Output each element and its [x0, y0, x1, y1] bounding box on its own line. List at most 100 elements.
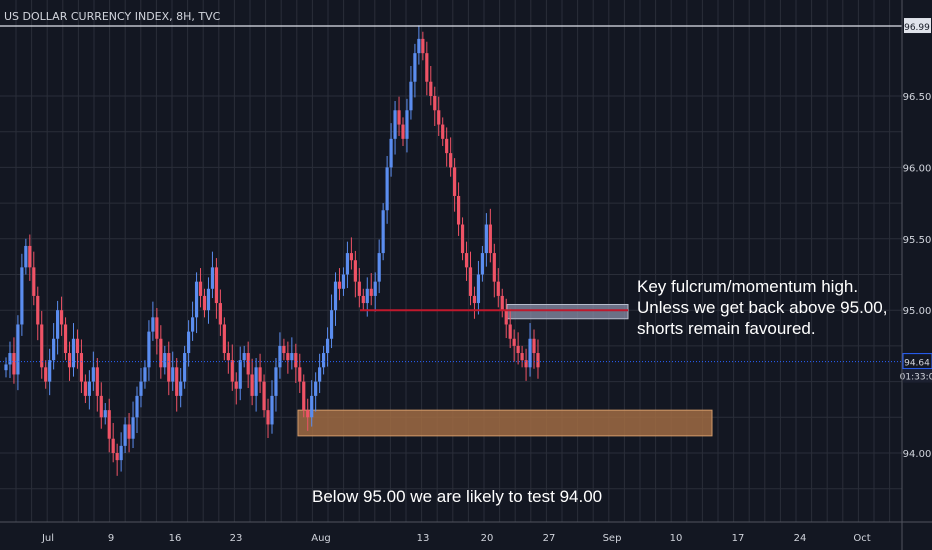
- candle-up: [183, 353, 187, 382]
- candle-down: [246, 353, 250, 375]
- last-price-label: 94.64: [904, 359, 930, 369]
- candle-up: [139, 381, 143, 396]
- time-axis-label: 13: [417, 533, 430, 544]
- candle-down: [218, 303, 222, 325]
- candle-down: [250, 374, 254, 396]
- candle-down: [433, 96, 437, 111]
- candle-up: [194, 281, 199, 318]
- candle-down: [536, 353, 540, 368]
- candle-down: [397, 110, 401, 125]
- candle-down: [306, 410, 310, 418]
- candle-down: [234, 381, 238, 389]
- candle-up: [238, 360, 242, 389]
- candle-up: [254, 367, 258, 396]
- candle-down: [294, 353, 298, 368]
- candle-up: [329, 310, 334, 339]
- candle-down: [36, 295, 40, 325]
- candle-down: [63, 324, 68, 354]
- candle-up: [242, 353, 246, 361]
- candle-up: [278, 345, 282, 368]
- candle-up: [373, 281, 377, 296]
- candle-up: [56, 310, 60, 339]
- candle-down: [492, 253, 496, 282]
- candle-up: [131, 417, 135, 439]
- candle-up: [171, 367, 175, 382]
- candle-down: [28, 245, 32, 268]
- candle-down: [282, 345, 286, 354]
- candle-up: [413, 53, 417, 82]
- time-axis-label: Aug: [311, 533, 331, 544]
- candle-down: [286, 353, 290, 361]
- candle-down: [202, 295, 207, 311]
- candle-down: [198, 281, 203, 296]
- candle-up: [71, 338, 76, 368]
- candle-up: [345, 253, 350, 275]
- candle-up: [87, 381, 91, 396]
- candle-down: [456, 195, 461, 225]
- candle-up: [528, 338, 532, 368]
- top-level-label: 96.99: [904, 23, 930, 33]
- time-axis-label: 23: [230, 533, 243, 544]
- candle-down: [524, 360, 528, 368]
- candle-down: [111, 438, 115, 453]
- candle-down: [441, 124, 445, 139]
- candle-down: [512, 338, 516, 346]
- candle-up: [409, 81, 413, 111]
- candle-up: [4, 364, 8, 371]
- time-axis-label: 27: [543, 533, 556, 544]
- candle-series: [4, 25, 540, 476]
- candle-up: [20, 267, 24, 325]
- candle-down: [401, 124, 405, 139]
- candle-up: [143, 367, 147, 382]
- candle-down: [127, 424, 131, 439]
- candle-up: [24, 245, 28, 268]
- key-level-note-line: shorts remain favoured.: [637, 319, 816, 338]
- countdown-badge: [903, 369, 932, 383]
- candle-down: [59, 310, 64, 325]
- time-axis-label: 9: [108, 533, 114, 544]
- candle-up: [187, 331, 191, 354]
- candle-down: [504, 310, 508, 325]
- price-axis-label: 95.50: [903, 235, 932, 246]
- chart-annotations: Key fulcrum/momentum high. Unless we get …: [312, 277, 887, 506]
- candle-up: [314, 381, 318, 396]
- time-axis-label: Oct: [853, 533, 870, 544]
- candle-down: [337, 281, 342, 289]
- candle-down: [464, 253, 469, 268]
- candle-down: [437, 110, 441, 125]
- candle-down: [453, 167, 457, 196]
- chart-zones: [297, 303, 713, 437]
- candle-up: [476, 274, 481, 304]
- time-axis-label: 10: [670, 533, 683, 544]
- key-level-note-line: Unless we get back above 95.00,: [637, 298, 887, 317]
- candle-down: [468, 267, 473, 296]
- candle-up: [135, 395, 139, 418]
- price-axis-label: 94.00: [903, 449, 932, 460]
- candle-down: [532, 338, 536, 354]
- candle-down: [520, 353, 524, 361]
- time-axis-label: Jul: [41, 533, 54, 544]
- candle-up: [385, 167, 389, 211]
- candle-up: [381, 210, 385, 254]
- support-zone: [297, 409, 713, 437]
- candle-down: [472, 295, 477, 304]
- candle-down: [95, 367, 99, 396]
- time-axis-label: 24: [794, 533, 807, 544]
- candle-down: [302, 381, 306, 411]
- candle-down: [214, 267, 219, 304]
- price-axis-label: 95.00: [903, 306, 932, 317]
- candle-down: [32, 267, 36, 296]
- candle-down: [83, 381, 87, 396]
- candle-up: [119, 445, 123, 461]
- candle-up: [310, 395, 314, 418]
- time-axis-label: 17: [732, 533, 745, 544]
- candle-up: [365, 288, 369, 304]
- candle-down: [429, 81, 433, 96]
- key-level-note-line: Key fulcrum/momentum high.: [637, 277, 858, 296]
- candle-down: [44, 367, 48, 382]
- candle-up: [103, 410, 107, 418]
- candle-down: [500, 295, 504, 311]
- time-axis-label: 16: [169, 533, 182, 544]
